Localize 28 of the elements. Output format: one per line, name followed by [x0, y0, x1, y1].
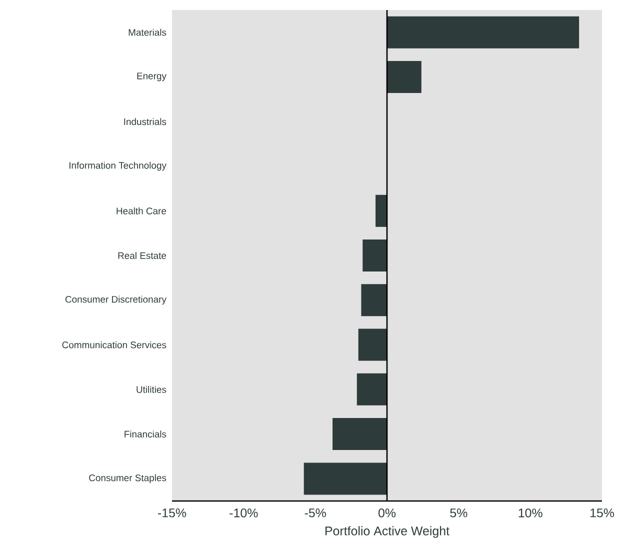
x-axis-title: Portfolio Active Weight — [325, 526, 450, 538]
x-tick-label: 5% — [450, 508, 468, 518]
y-tick-label: Industrials — [124, 118, 166, 126]
bar — [356, 373, 388, 406]
y-tick-label: Real Estate — [118, 252, 166, 259]
x-tick-label: -10% — [230, 508, 258, 518]
bar — [387, 60, 422, 93]
x-tick-label: 15% — [590, 508, 614, 518]
bar — [387, 16, 580, 48]
y-tick-label: Communication Services — [62, 341, 166, 348]
x-tick-label: -5% — [304, 508, 326, 518]
bar — [332, 418, 388, 450]
y-tick-label: Financials — [124, 430, 166, 438]
x-tick-label: 0% — [378, 508, 396, 518]
x-tick-label: 10% — [518, 508, 542, 518]
y-tick-label: Consumer Discretionary — [65, 296, 166, 305]
y-tick-label: Energy — [137, 72, 166, 82]
y-tick-label: Health Care — [116, 207, 166, 214]
bar — [361, 284, 388, 316]
y-tick-label: Utilities — [136, 386, 166, 393]
y-tick-label: Materials — [128, 28, 166, 36]
x-tick-label: -15% — [158, 508, 186, 518]
bar — [358, 328, 388, 361]
bar — [376, 194, 388, 227]
bar — [304, 462, 388, 495]
y-tick-label: Consumer Staples — [89, 474, 166, 484]
y-tick-label: Information Technology — [70, 162, 166, 171]
bar — [362, 240, 388, 272]
